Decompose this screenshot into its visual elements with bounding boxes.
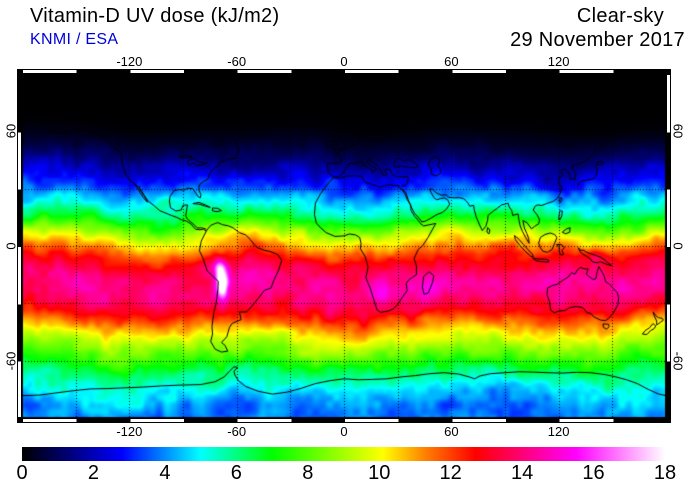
x-axis-tick-label-bottom: 120 <box>547 424 570 439</box>
frame-corner <box>666 418 671 423</box>
x-axis-tick-label-top: 120 <box>547 54 570 69</box>
frame-corner <box>17 418 22 423</box>
y-axis-tick-label-right: 0 <box>670 242 686 250</box>
colorbar-tick-label: 8 <box>302 462 314 484</box>
x-axis-tick-label-top: 0 <box>340 54 348 69</box>
date-label: 29 November 2017 <box>510 29 685 51</box>
colorbar-tick-label: 12 <box>439 462 462 484</box>
x-axis-tick-label-bottom: 60 <box>444 424 459 439</box>
colorbar-tick-label: 2 <box>87 462 99 484</box>
x-axis-tick-label-top: 60 <box>444 54 459 69</box>
colorbar-tick-label: 0 <box>16 462 28 484</box>
credit-label: KNMI / ESA <box>30 31 119 48</box>
y-axis-tick-label-left: 60 <box>3 124 19 139</box>
map-frame-bottom <box>22 418 666 423</box>
y-axis-tick-label-left: -60 <box>3 351 19 371</box>
x-axis-tick-label-bottom: -60 <box>227 424 247 439</box>
x-axis-tick-label-bottom: -120 <box>116 424 143 439</box>
colorbar-tick-label: 18 <box>653 462 677 484</box>
colorbar-tick-label: 6 <box>230 462 242 484</box>
figure-title: Vitamin-D UV dose (kJ/m2) <box>30 5 280 27</box>
frame-corner <box>666 69 671 74</box>
y-axis-tick-label-right: -60 <box>670 351 686 371</box>
colorbar-tick-label: 14 <box>510 462 534 484</box>
colorbar-tick-label: 16 <box>582 462 605 484</box>
x-axis-tick-label-top: -60 <box>227 54 247 69</box>
map-frame-top <box>22 69 666 74</box>
map-frame-right <box>666 74 671 418</box>
x-axis-tick-label-top: -120 <box>116 54 143 69</box>
map-frame-left <box>17 74 22 418</box>
colorbar-tick-label: 10 <box>368 462 391 484</box>
y-axis-tick-label-left: 0 <box>3 242 19 250</box>
colorbar-tick-label: 4 <box>159 462 171 484</box>
frame-corner <box>17 69 22 74</box>
condition-label: Clear-sky <box>576 5 664 27</box>
x-axis-tick-label-bottom: 0 <box>340 424 348 439</box>
colorbar <box>22 447 665 461</box>
world-uv-dose-map <box>22 74 666 418</box>
y-axis-tick-label-right: 60 <box>670 124 686 139</box>
